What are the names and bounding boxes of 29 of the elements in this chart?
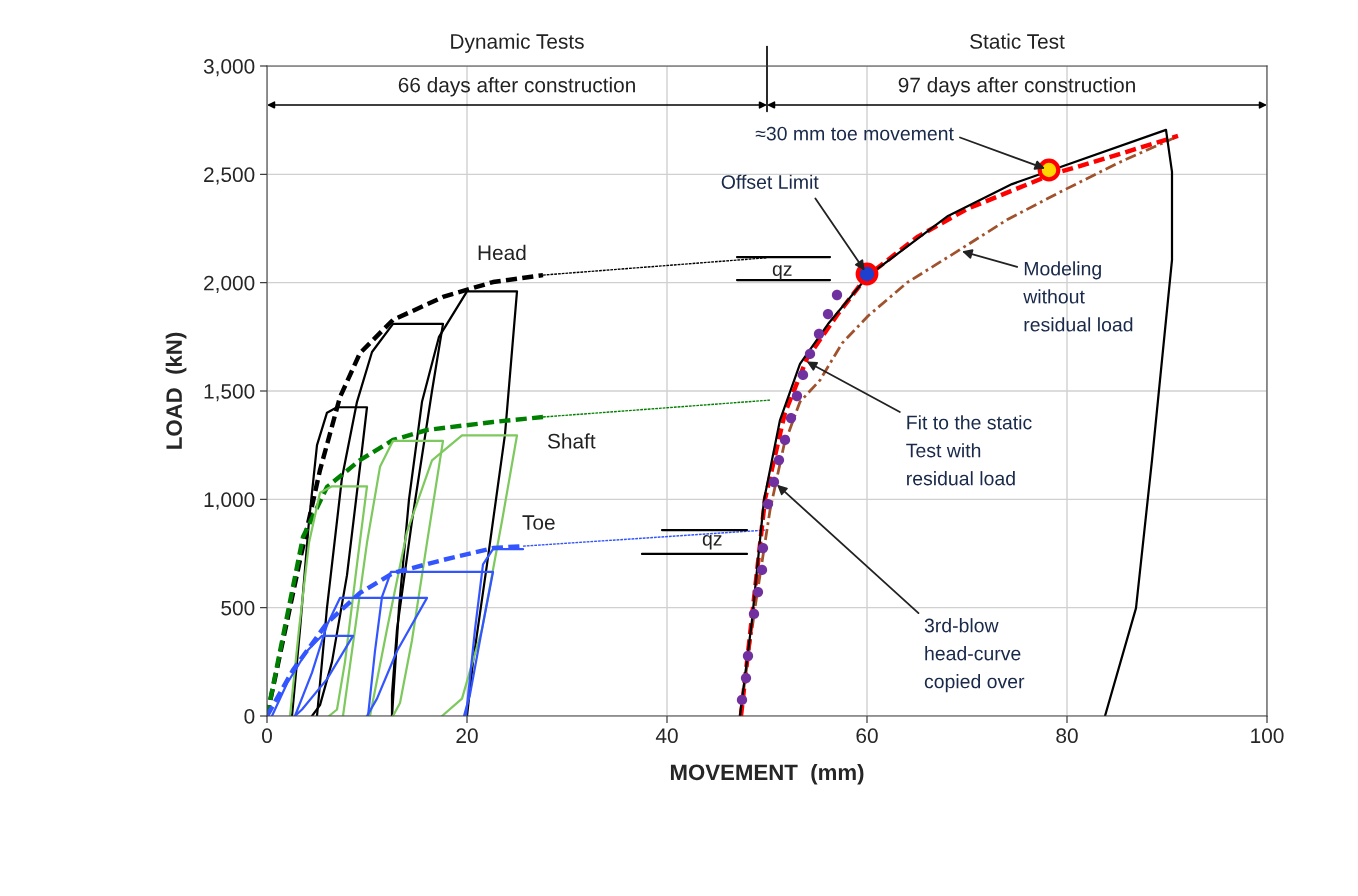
annotation: Modeling without residual load — [1023, 261, 1133, 332]
y-tick-label: 3,000 — [203, 59, 255, 77]
y-tick-label: 0 — [244, 709, 255, 724]
x-tick-label: 80 — [1056, 728, 1078, 744]
annotation: Head — [478, 244, 526, 261]
text: Dynamic Tests — [451, 33, 584, 53]
y-tick-label: 500 — [221, 600, 255, 616]
y-tick-label: 2,000 — [204, 275, 255, 293]
x-tick-label: 0 — [262, 728, 272, 744]
annotation: qz — [772, 265, 792, 280]
annotation: ≈30 mm toe movement — [755, 126, 954, 141]
annotation: qz — [702, 535, 722, 550]
annotation: 97 days after construction — [898, 77, 1135, 97]
y-axis-title: LOAD (kN) — [165, 332, 187, 449]
x-tick-label: 40 — [655, 728, 678, 744]
y-tick-label: 1,000 — [204, 492, 255, 510]
annotation: 3rd-blow head-curve copied over — [924, 618, 1025, 693]
annotation: Offset Limit — [721, 174, 819, 189]
x-tick-label: 20 — [456, 728, 478, 744]
x-axis-title: MOVEMENT (mm) — [670, 763, 864, 785]
y-tick-label: 2,500 — [204, 167, 255, 185]
annotation: 66 days after construction — [398, 77, 635, 97]
x-tick-label: 60 — [856, 728, 878, 744]
annotation: Toe — [522, 515, 555, 530]
annotation: Fit to the static Test with residual load — [906, 415, 1032, 486]
y-tick-label: 1,500 — [204, 384, 255, 402]
annotation: Shaft — [547, 433, 596, 449]
x-tick-label: 100 — [1251, 728, 1284, 744]
text: Static Test — [970, 33, 1065, 49]
